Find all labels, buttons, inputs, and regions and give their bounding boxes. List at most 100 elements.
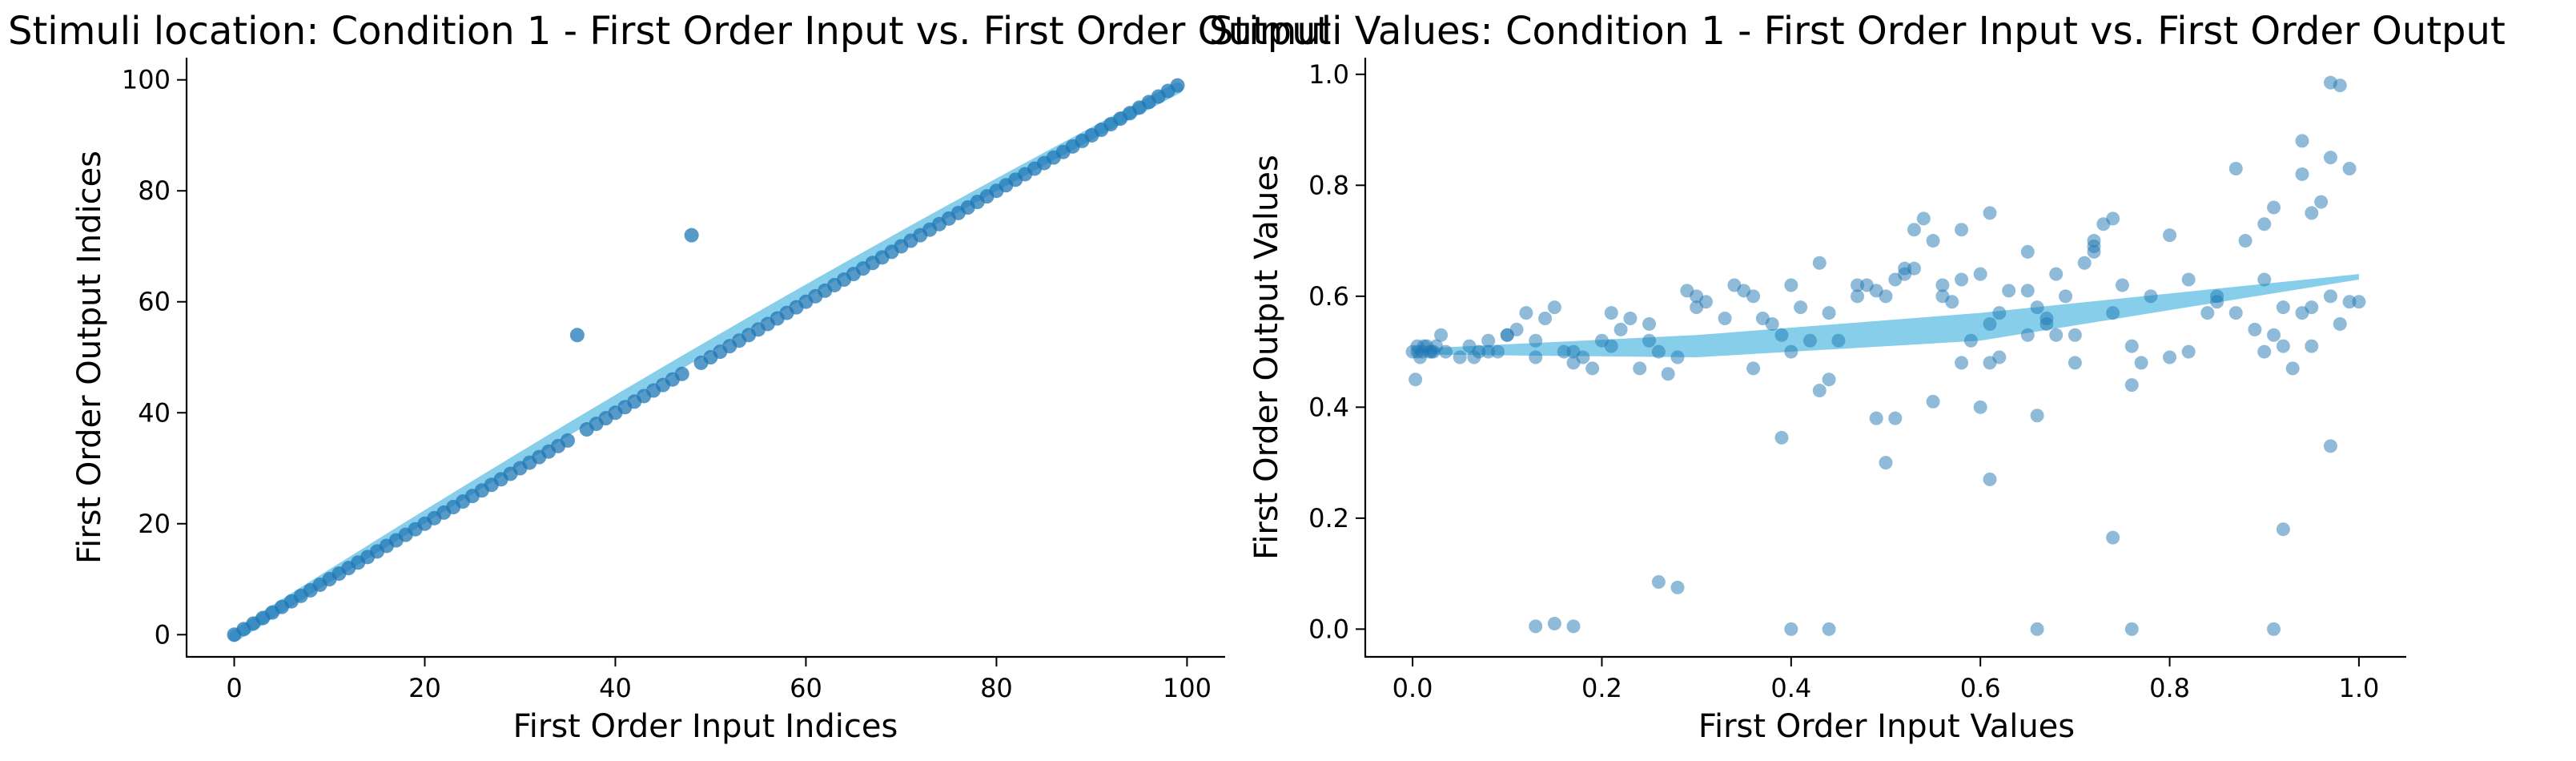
data-point: [1955, 356, 1969, 370]
x-tick-label: 40: [599, 673, 632, 703]
data-point: [2342, 162, 2357, 176]
x-tick-label: 0: [226, 673, 242, 703]
data-point: [1409, 372, 1423, 387]
data-point: [1822, 372, 1836, 387]
data-point: [1926, 394, 1940, 409]
data-point: [2124, 622, 2139, 636]
data-point: [1604, 339, 1618, 353]
data-point: [2333, 79, 2347, 93]
data-point: [2285, 361, 2300, 376]
data-point: [1670, 350, 1685, 364]
data-point: [2257, 272, 2272, 287]
data-point: [2181, 272, 2196, 287]
data-point: [2238, 234, 2252, 248]
data-point: [2267, 622, 2281, 636]
data-point: [2163, 350, 2177, 364]
data-point: [1547, 300, 1561, 315]
data-point: [2049, 267, 2064, 281]
data-point: [1822, 622, 1836, 636]
data-point: [1500, 328, 1514, 342]
x-tick-label: 0.0: [1392, 673, 1433, 703]
data-point: [1879, 289, 1893, 304]
y-tick-label: 0.4: [1308, 392, 1349, 422]
data-point: [1529, 619, 1543, 634]
data-point: [1812, 256, 1827, 270]
data-point: [2020, 244, 2035, 259]
y-tick-label: 0.0: [1308, 614, 1349, 644]
y-tick-label: 0: [155, 619, 171, 650]
data-point: [1812, 384, 1827, 398]
data-point: [560, 433, 575, 448]
x-tick-label: 80: [980, 673, 1013, 703]
data-point: [1651, 344, 1666, 359]
chart-right-x-ticks: 0.0 0.2 0.4 0.6 0.8 1.0: [1392, 657, 2379, 703]
data-point: [2200, 306, 2215, 320]
data-point: [1642, 316, 1657, 331]
data-point: [1529, 350, 1543, 364]
x-tick-label: 100: [1163, 673, 1212, 703]
chart-right-y-ticks: 0.0 0.2 0.4 0.6 0.8 1.0: [1308, 59, 1365, 644]
y-tick-label: 0.6: [1308, 281, 1349, 312]
data-point: [1633, 361, 1647, 376]
data-point: [1935, 289, 1950, 304]
data-point: [1973, 267, 1987, 281]
chart-right-points: [1405, 75, 2366, 636]
data-point: [2276, 522, 2290, 537]
data-point: [2257, 344, 2272, 359]
data-point: [1604, 306, 1618, 320]
data-point: [2077, 256, 2092, 270]
data-point: [2030, 409, 2044, 423]
data-point: [1472, 344, 1486, 359]
x-tick-label: 0.2: [1581, 673, 1622, 703]
x-tick-label: 0.6: [1960, 673, 2001, 703]
data-point: [1851, 278, 1865, 292]
data-point: [2087, 239, 2101, 253]
x-tick-label: 0.4: [1770, 673, 1811, 703]
data-point: [1434, 328, 1449, 342]
data-point: [1566, 619, 1581, 634]
data-point: [2030, 622, 2044, 636]
data-point: [1907, 223, 1921, 237]
data-point: [1661, 367, 1675, 381]
data-point: [1774, 430, 1789, 445]
data-point: [2040, 312, 2054, 326]
data-point: [1926, 234, 1940, 248]
data-point: [1963, 333, 1978, 348]
data-point: [2305, 339, 2319, 353]
data-point: [1170, 78, 1185, 93]
data-point: [1481, 333, 1496, 348]
data-point: [1623, 312, 1638, 326]
y-tick-label: 0.8: [1308, 170, 1349, 200]
data-point: [1983, 206, 1997, 220]
data-point: [2181, 344, 2196, 359]
data-point: [569, 328, 585, 343]
chart-right-x-label: First Order Input Values: [1698, 708, 2075, 745]
data-point: [2276, 300, 2290, 315]
data-point: [1992, 306, 2007, 320]
data-point: [2314, 195, 2329, 209]
y-tick-label: 40: [138, 397, 171, 428]
data-point: [2323, 439, 2337, 453]
data-point: [1690, 289, 1704, 304]
data-point: [2020, 284, 2035, 298]
data-point: [1614, 322, 1628, 336]
data-point: [2002, 284, 2016, 298]
data-point: [1538, 312, 1553, 326]
data-point: [2020, 328, 2035, 342]
data-point: [1410, 339, 1425, 353]
data-point: [2248, 322, 2262, 336]
data-point: [1802, 333, 1817, 348]
chart-right-y-label: First Order Output Values: [1248, 155, 1285, 560]
data-point: [2276, 339, 2290, 353]
data-point: [1898, 267, 1912, 281]
chart-right-fit-band: [1413, 274, 2359, 357]
data-point: [1519, 306, 1533, 320]
data-point: [1851, 289, 1865, 304]
data-point: [1983, 316, 1997, 331]
data-point: [1774, 328, 1789, 342]
data-point: [2295, 134, 2309, 148]
data-point: [684, 227, 699, 243]
data-point: [1529, 333, 1543, 348]
data-point: [2049, 328, 2064, 342]
